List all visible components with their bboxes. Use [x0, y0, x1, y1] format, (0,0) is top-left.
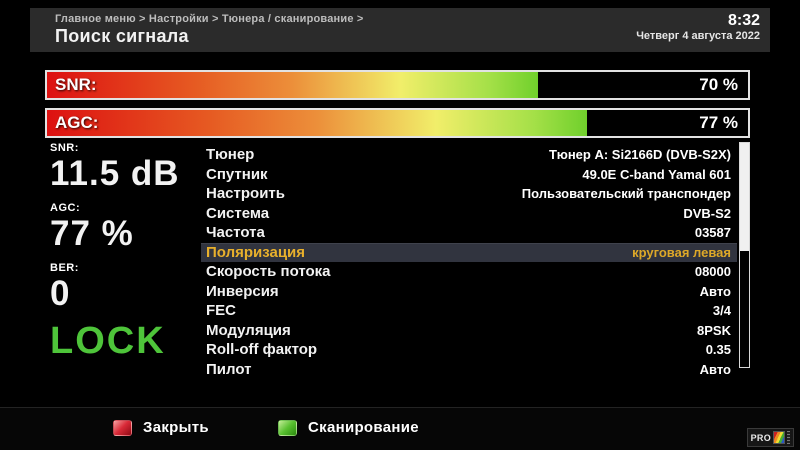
setting-value: 8PSK — [697, 322, 731, 338]
setting-value: 0.35 — [705, 342, 731, 358]
scan-button-label: Сканирование — [308, 419, 419, 436]
setting-label: Поляризация — [206, 244, 306, 262]
snr-meter: SNR: 70 % — [45, 70, 750, 100]
setting-value: 03587 — [694, 225, 731, 241]
green-key-icon — [278, 419, 297, 436]
snr-stat-value: 11.5 dB — [50, 154, 180, 193]
settings-scrollbar[interactable] — [739, 142, 750, 368]
scan-button[interactable]: Сканирование — [278, 419, 419, 436]
meter-fill — [47, 72, 538, 98]
clock: 8:32 Четверг 4 августа 2022 — [636, 11, 760, 42]
agc-stat-label: AGC: — [50, 202, 81, 215]
setting-row[interactable]: Поляризация круговая левая — [201, 242, 737, 262]
setting-value: круговая левая — [632, 245, 731, 261]
setting-row[interactable]: Частота 03587 — [201, 223, 737, 243]
scrollbar-thumb[interactable] — [740, 143, 749, 251]
brand-logo: PRO — [746, 428, 794, 447]
setting-value: Авто — [699, 283, 731, 299]
agc-meter-label: AGC: — [55, 113, 99, 132]
setting-row[interactable]: Спутник 49.0E C-band Yamal 601 — [201, 165, 737, 185]
brand-logo-icon — [773, 431, 785, 444]
agc-meter: AGC: 77 % — [45, 108, 750, 138]
setting-label: Тюнер — [206, 146, 255, 164]
ber-stat-label: BER: — [50, 262, 79, 275]
setting-label: Настроить — [206, 185, 285, 203]
page-title: Поиск сигнала — [55, 26, 189, 46]
setting-row[interactable]: Система DVB-S2 — [201, 204, 737, 224]
setting-label: Частота — [206, 224, 265, 242]
setting-label: Roll-off фактор — [206, 341, 318, 359]
footer-divider — [0, 407, 800, 408]
setting-label: Пилот — [206, 360, 252, 378]
brand-logo-side-strip — [787, 431, 790, 444]
brand-logo-text: PRO — [750, 432, 771, 443]
setting-value: Тюнер A: Si2166D (DVB-S2X) — [548, 147, 731, 163]
setting-label: Модуляция — [206, 321, 291, 339]
setting-label: Система — [206, 204, 270, 222]
close-button-label: Закрыть — [143, 419, 209, 436]
setting-value: 3/4 — [712, 303, 731, 319]
header-bar: Главное меню > Настройки > Тюнера / скан… — [30, 8, 770, 52]
setting-row[interactable]: Тюнер Тюнер A: Si2166D (DVB-S2X) — [201, 145, 737, 165]
agc-meter-value: 77 % — [699, 113, 738, 132]
snr-meter-value: 70 % — [699, 75, 738, 94]
setting-row[interactable]: Пилот Авто — [201, 360, 737, 380]
setting-row[interactable]: Инверсия Авто — [201, 282, 737, 302]
setting-value: Пользовательский транспондер — [521, 186, 731, 202]
lock-status: LOCK — [50, 319, 166, 362]
agc-stat-value: 77 % — [50, 214, 134, 254]
snr-stat-label: SNR: — [50, 142, 79, 154]
ber-stat-value: 0 — [50, 274, 71, 314]
setting-label: Спутник — [206, 165, 268, 183]
setting-value: DVB-S2 — [683, 205, 731, 221]
setting-row[interactable]: Roll-off фактор 0.35 — [201, 340, 737, 360]
setting-label: FEC — [206, 302, 236, 320]
setting-label: Скорость потока — [206, 263, 331, 281]
clock-date: Четверг 4 августа 2022 — [636, 30, 760, 43]
signal-stats: SNR: 11.5 dB AGC: 77 % BER: 0 LOCK — [50, 142, 200, 363]
setting-value: 49.0E C-band Yamal 601 — [582, 166, 731, 182]
setting-row[interactable]: FEC 3/4 — [201, 301, 737, 321]
settings-list: Тюнер Тюнер A: Si2166D (DVB-S2X) Спутник… — [201, 145, 737, 379]
close-button[interactable]: Закрыть — [113, 419, 209, 436]
setting-value: 08000 — [694, 264, 731, 280]
red-key-icon — [113, 419, 132, 436]
clock-time: 8:32 — [727, 12, 760, 29]
setting-value: Авто — [699, 361, 731, 377]
setting-label: Инверсия — [206, 282, 279, 300]
setting-row[interactable]: Скорость потока 08000 — [201, 262, 737, 282]
snr-meter-label: SNR: — [55, 75, 97, 94]
footer-bar: Закрыть Сканирование — [0, 408, 800, 450]
setting-row[interactable]: Настроить Пользовательский транспондер — [201, 184, 737, 204]
meter-fill — [47, 110, 587, 136]
breadcrumb: Главное меню > Настройки > Тюнера / скан… — [55, 13, 364, 25]
setting-row[interactable]: Модуляция 8PSK — [201, 321, 737, 341]
